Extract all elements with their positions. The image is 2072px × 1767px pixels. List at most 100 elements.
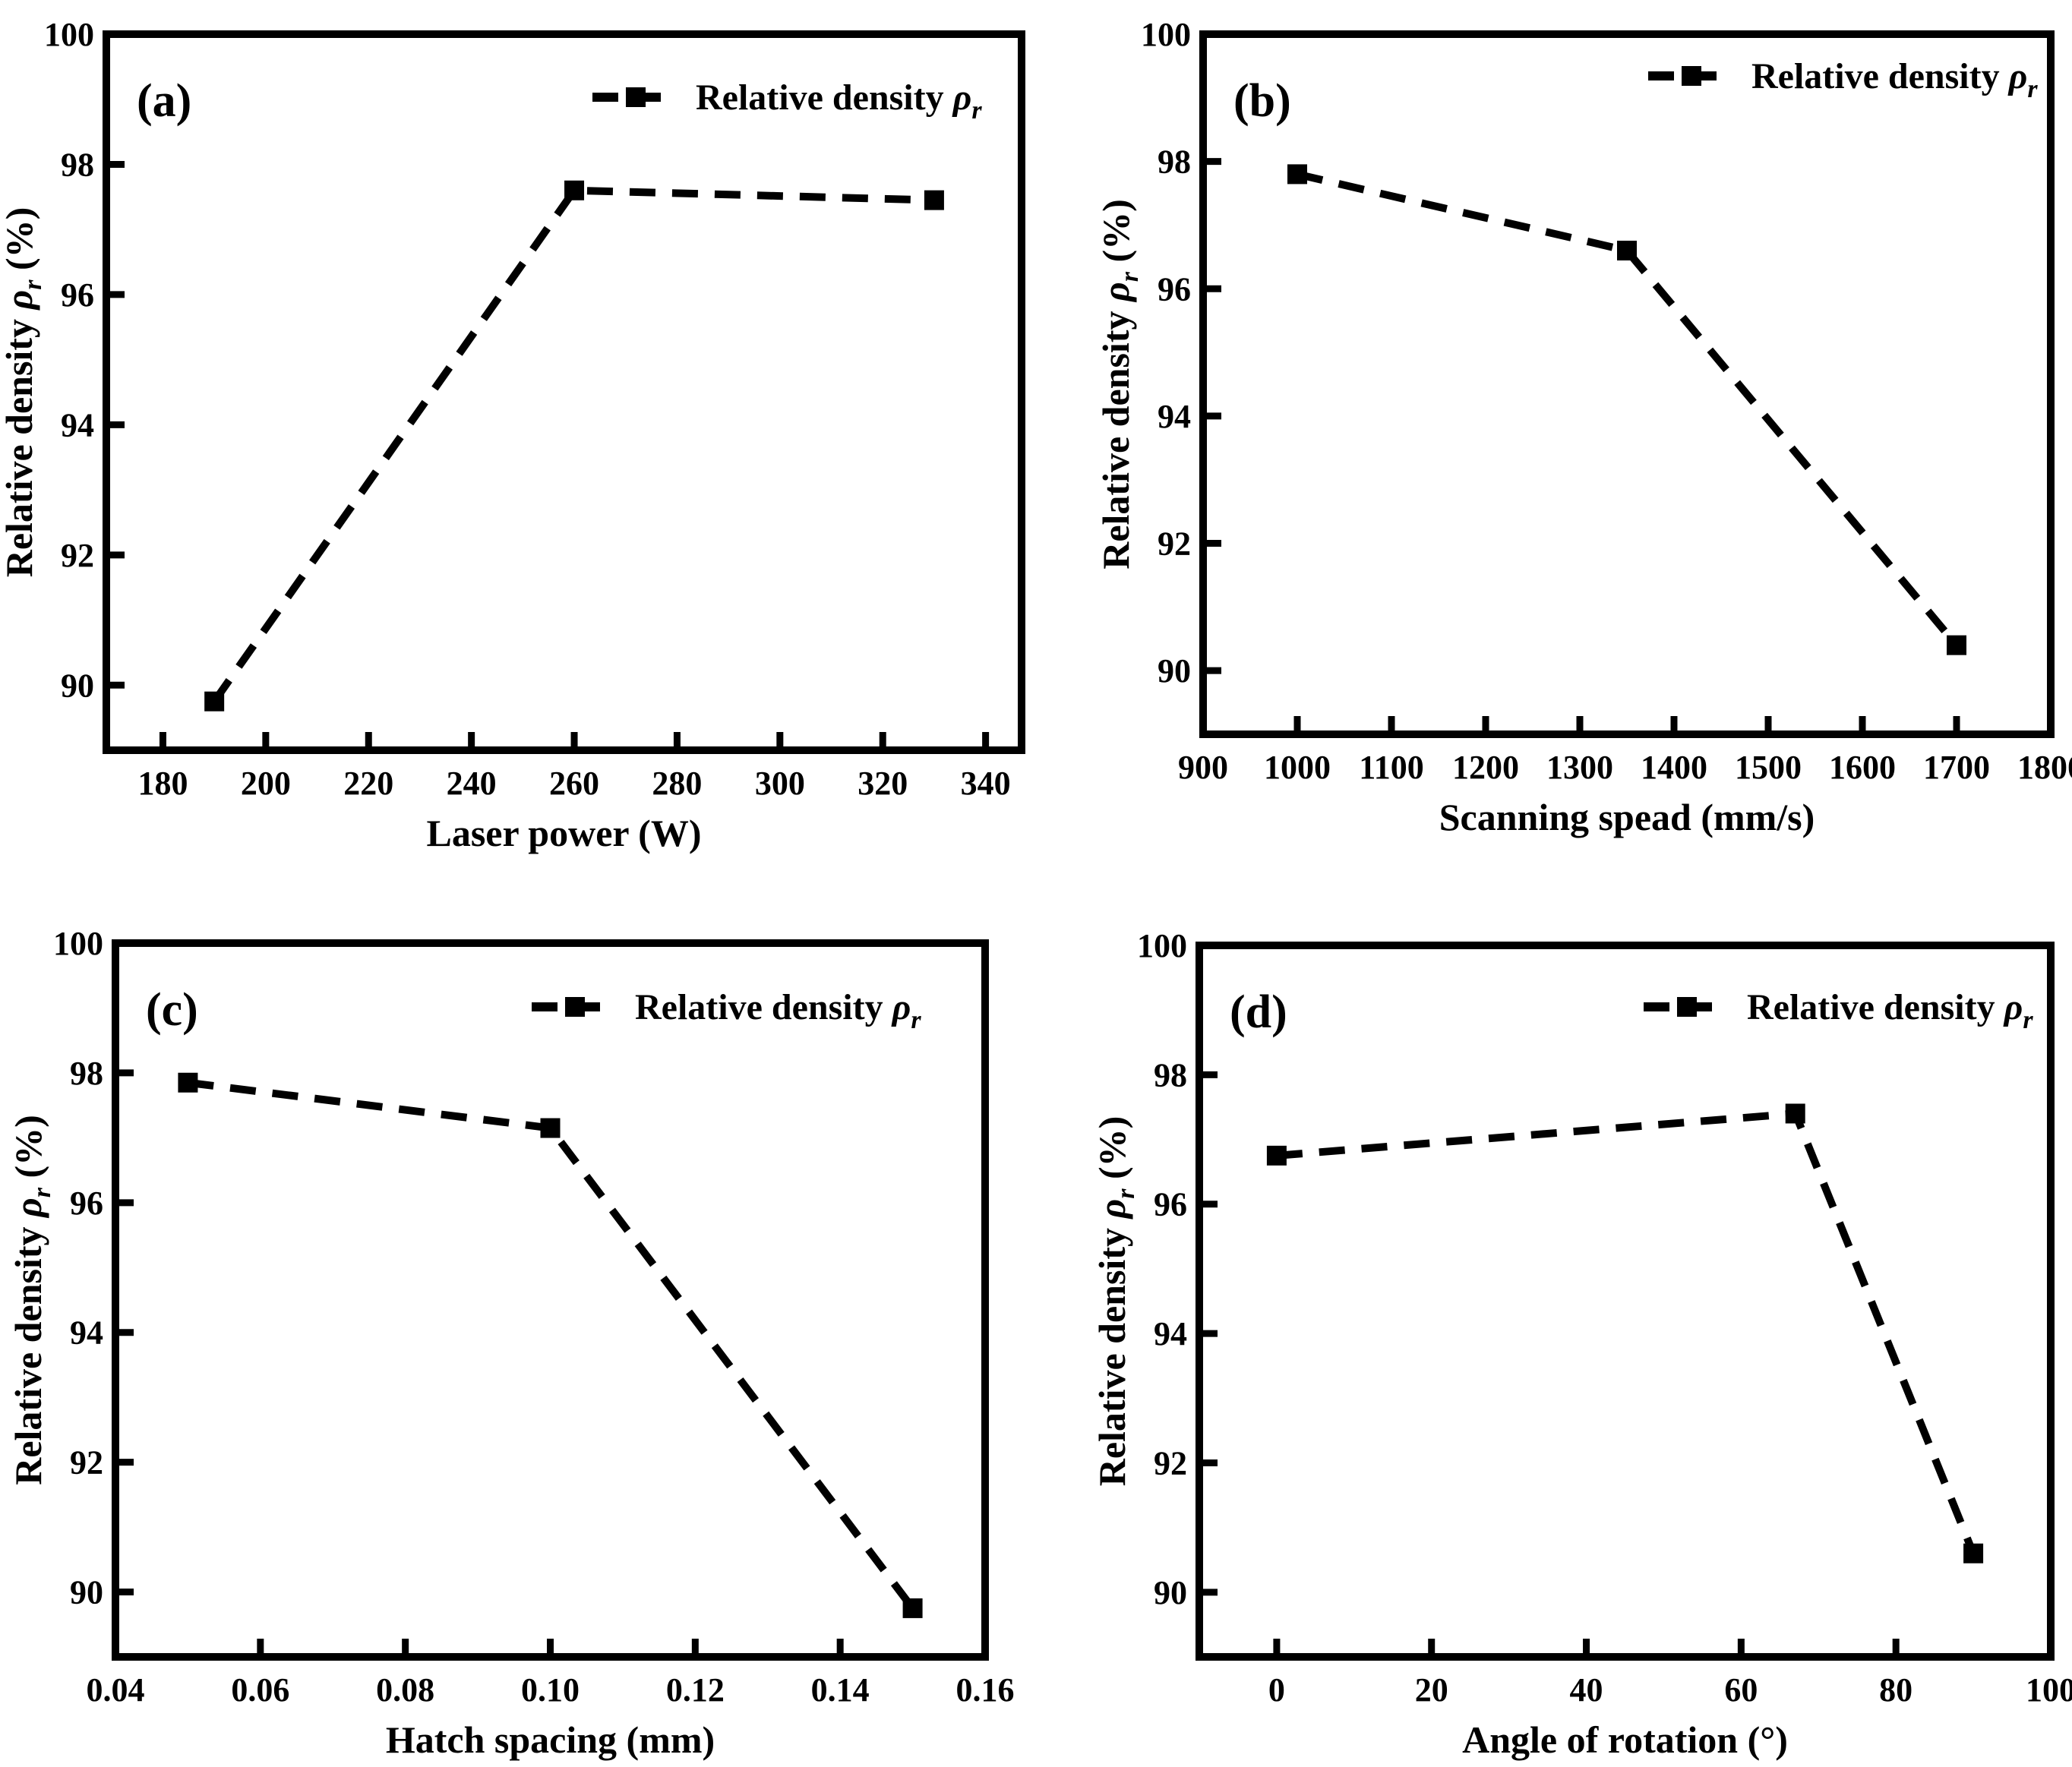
panel-label: (d) bbox=[1230, 986, 1287, 1038]
y-axis-ticks: 90 92 94 96 98 100 bbox=[1141, 16, 1221, 689]
x-tick-label: 320 bbox=[858, 765, 908, 802]
data-point-marker bbox=[540, 1118, 561, 1138]
x-axis-ticks: 900 1000 1100 1200 1300 1400 1500 1600 1700 1800 bbox=[1178, 716, 2072, 786]
x-tick-label: 0.16 bbox=[956, 1671, 1015, 1709]
legend: Relative density ρr bbox=[1648, 56, 2038, 103]
data-series-markers bbox=[1266, 1103, 1984, 1563]
y-tick-label: 90 bbox=[1158, 652, 1191, 689]
x-tick-label: 1300 bbox=[1546, 749, 1613, 786]
panel-label: (a) bbox=[137, 75, 191, 127]
y-tick-label: 90 bbox=[70, 1574, 103, 1611]
data-point-marker bbox=[204, 691, 225, 712]
y-tick-label: 96 bbox=[1154, 1186, 1187, 1223]
chart-panel-c: 0.04 0.06 0.08 0.10 0.12 0.14 0.16 90 92 94 96 98 10… bbox=[7, 925, 1015, 1761]
legend-marker-sample bbox=[565, 997, 585, 1017]
x-tick-label: 100 bbox=[2026, 1671, 2072, 1709]
y-tick-label: 98 bbox=[1158, 144, 1191, 181]
y-tick-label: 92 bbox=[1154, 1444, 1187, 1481]
x-tick-label: 300 bbox=[755, 765, 805, 802]
x-tick-label: 40 bbox=[1570, 1671, 1603, 1709]
legend: Relative density ρr bbox=[592, 77, 982, 125]
data-point-marker bbox=[902, 1598, 923, 1618]
x-tick-label: 1700 bbox=[1923, 749, 1990, 786]
legend-marker-sample bbox=[1677, 997, 1697, 1017]
x-tick-label: 0.04 bbox=[87, 1671, 145, 1709]
x-axis-ticks: 0 20 40 60 80 100 bbox=[1268, 1639, 2072, 1709]
x-axis-ticks: 0.04 0.06 0.08 0.10 0.12 0.14 0.16 bbox=[87, 1639, 1015, 1709]
data-point-marker bbox=[1617, 240, 1637, 260]
x-tick-label: 0.14 bbox=[811, 1671, 870, 1709]
x-tick-label: 1100 bbox=[1359, 749, 1424, 786]
data-point-marker bbox=[1947, 635, 1966, 655]
plot-frame bbox=[1199, 30, 2055, 738]
x-tick-label: 1500 bbox=[1735, 749, 1802, 786]
legend-label: Relative density ρr bbox=[1747, 987, 2033, 1034]
data-point-marker bbox=[1963, 1543, 1984, 1563]
x-axis-title: Angle of rotation (°) bbox=[1462, 1718, 1788, 1761]
y-tick-label: 100 bbox=[1141, 16, 1191, 53]
y-axis-title: Relative density ρr (%) bbox=[0, 207, 47, 578]
chart-panel-d: 0 20 40 60 80 100 90 92 94 96 98 100 Angle of rotati… bbox=[1091, 927, 2072, 1761]
x-tick-label: 280 bbox=[652, 765, 702, 802]
panel-label: (c) bbox=[146, 984, 198, 1036]
x-tick-label: 0.08 bbox=[376, 1671, 434, 1709]
data-series-line bbox=[211, 186, 935, 704]
legend-label: Relative density ρr bbox=[1751, 56, 2038, 103]
y-axis-title: Relative density ρr (%) bbox=[1091, 1116, 1140, 1487]
legend: Relative density ρr bbox=[532, 987, 921, 1034]
legend-marker-sample bbox=[626, 87, 646, 107]
x-tick-label: 1000 bbox=[1264, 749, 1331, 786]
x-axis-title: Laser power (W) bbox=[427, 812, 702, 854]
y-axis-title: Relative density ρr (%) bbox=[1094, 199, 1144, 570]
y-axis-title: Relative density ρr (%) bbox=[7, 1115, 56, 1485]
x-tick-label: 20 bbox=[1415, 1671, 1448, 1709]
y-tick-label: 96 bbox=[61, 276, 94, 314]
x-tick-label: 240 bbox=[447, 765, 497, 802]
data-series-markers bbox=[1287, 164, 1966, 655]
y-tick-label: 92 bbox=[61, 537, 94, 574]
y-tick-label: 98 bbox=[61, 146, 94, 183]
x-tick-label: 1800 bbox=[2017, 749, 2072, 786]
x-tick-label: 0.12 bbox=[666, 1671, 725, 1709]
x-tick-label: 180 bbox=[137, 765, 188, 802]
x-tick-label: 340 bbox=[961, 765, 1011, 802]
y-tick-label: 92 bbox=[70, 1444, 103, 1481]
data-series-line bbox=[187, 1078, 916, 1611]
x-tick-label: 260 bbox=[549, 765, 599, 802]
y-tick-label: 90 bbox=[1154, 1574, 1187, 1611]
x-tick-label: 1200 bbox=[1452, 749, 1519, 786]
data-series-line bbox=[1276, 1109, 1977, 1555]
data-series-markers bbox=[204, 180, 944, 712]
y-tick-label: 94 bbox=[70, 1314, 103, 1352]
x-axis-title: Hatch spacing (mm) bbox=[386, 1718, 715, 1761]
y-tick-label: 96 bbox=[1158, 270, 1191, 308]
x-tick-label: 220 bbox=[343, 765, 393, 802]
plot-frame bbox=[112, 939, 989, 1661]
x-tick-label: 1600 bbox=[1829, 749, 1896, 786]
x-tick-label: 0 bbox=[1268, 1671, 1285, 1709]
data-series-line bbox=[1296, 170, 1960, 648]
y-tick-label: 90 bbox=[61, 667, 94, 704]
plot-frame bbox=[103, 30, 1025, 754]
y-tick-label: 98 bbox=[70, 1055, 103, 1092]
x-tick-label: 900 bbox=[1178, 749, 1228, 786]
x-axis-title: Scanning spead (mm/s) bbox=[1439, 796, 1815, 838]
x-tick-label: 200 bbox=[241, 765, 291, 802]
y-tick-label: 100 bbox=[53, 925, 103, 962]
y-tick-label: 94 bbox=[1158, 398, 1191, 435]
data-point-marker bbox=[1266, 1145, 1287, 1166]
x-tick-label: 60 bbox=[1724, 1671, 1758, 1709]
chart-panel-a: 180 200 220 240 260 280 300 320 340 90 92 94 96 98 100… bbox=[0, 16, 1025, 854]
panel-label: (b) bbox=[1233, 75, 1291, 127]
x-tick-label: 0.06 bbox=[231, 1671, 289, 1709]
plot-frame bbox=[1196, 942, 2055, 1661]
data-point-marker bbox=[178, 1072, 198, 1093]
data-point-marker bbox=[1287, 164, 1307, 185]
x-tick-label: 80 bbox=[1879, 1671, 1912, 1709]
y-tick-label: 92 bbox=[1158, 525, 1191, 563]
x-tick-label: 1400 bbox=[1641, 749, 1707, 786]
y-axis-ticks: 90 92 94 96 98 100 bbox=[1137, 927, 1218, 1611]
legend-label: Relative density ρr bbox=[635, 987, 921, 1034]
y-tick-label: 98 bbox=[1154, 1056, 1187, 1093]
